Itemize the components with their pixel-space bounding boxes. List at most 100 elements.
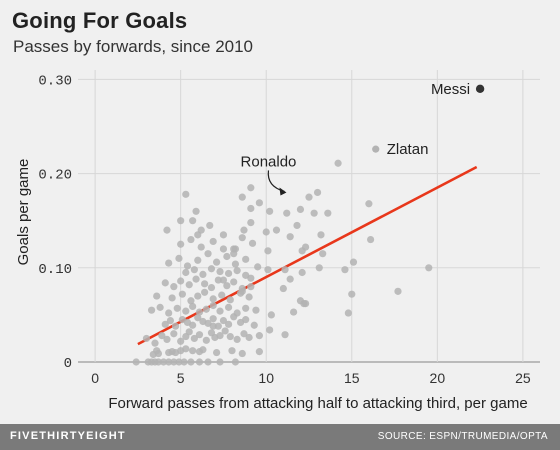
data-point (209, 237, 217, 246)
data-point (180, 358, 188, 366)
data-point (233, 267, 241, 275)
data-point (293, 221, 301, 230)
data-point (132, 358, 140, 366)
data-point (170, 330, 178, 338)
scatter-chart: Messi Zlatan Ronaldo 0 0.10 0.20 0.30 0 5 10 15 2… (15, 70, 540, 412)
data-point (223, 282, 231, 290)
grid-lines (78, 70, 540, 363)
data-point (214, 322, 222, 330)
data-point (161, 320, 169, 328)
chart-subtitle: Passes by forwards, since 2010 (13, 37, 254, 56)
data-point (238, 234, 246, 242)
y-tick-label: 0.10 (38, 262, 72, 278)
data-point (317, 231, 325, 239)
data-point (201, 288, 209, 296)
chart-title: Going For Goals (12, 8, 188, 33)
x-axis-ticks: 0 5 10 15 20 25 (91, 370, 531, 386)
data-point (286, 233, 294, 241)
data-point (189, 347, 197, 355)
data-point (154, 358, 163, 366)
data-point (216, 267, 224, 276)
data-point (224, 269, 233, 278)
data-point (245, 293, 253, 301)
annotation-label: Zlatan (387, 141, 429, 158)
data-point (334, 159, 342, 167)
y-axis-ticks: 0 0.10 0.20 0.30 (38, 73, 72, 372)
x-tick-label: 20 (430, 370, 446, 386)
data-point (163, 335, 171, 343)
data-point (195, 331, 204, 339)
data-point (209, 295, 217, 303)
data-point (177, 337, 185, 345)
data-point (255, 348, 263, 356)
data-point (315, 264, 323, 272)
x-tick-label: 5 (177, 370, 185, 386)
data-point (163, 226, 171, 234)
data-point (233, 309, 241, 317)
data-point (166, 316, 174, 325)
data-point (344, 309, 352, 317)
x-tick-label: 25 (515, 370, 531, 386)
data-point (219, 316, 228, 325)
data-point (310, 209, 318, 217)
data-point (267, 311, 275, 319)
footer-bar: FIVETHIRTYEIGHT SOURCE: ESPN/TRUMEDIA/OP… (0, 424, 560, 450)
data-point (367, 235, 375, 244)
data-point (189, 217, 197, 225)
data-point (187, 297, 195, 305)
data-point (197, 226, 205, 234)
annotation-label: Ronaldo (241, 153, 297, 170)
data-point (194, 292, 202, 300)
data-point (252, 306, 260, 314)
annotations: Messi Zlatan Ronaldo (241, 81, 485, 196)
data-point (209, 315, 217, 323)
arrowhead (279, 187, 287, 196)
data-point (298, 268, 306, 277)
data-point (142, 334, 151, 343)
data-point (182, 190, 190, 198)
data-point (238, 193, 246, 201)
data-point (216, 332, 224, 340)
data-point (279, 284, 287, 293)
highlight-point (475, 84, 485, 94)
data-point (242, 316, 250, 324)
data-point (199, 346, 207, 354)
data-point (202, 336, 210, 344)
data-point (190, 266, 198, 274)
data-point (296, 205, 305, 214)
data-point (247, 218, 255, 227)
data-point (324, 209, 332, 217)
data-point (185, 281, 193, 289)
data-point (187, 358, 195, 366)
data-point (255, 332, 263, 340)
data-point (170, 283, 178, 291)
data-point (223, 252, 231, 261)
data-point (194, 256, 202, 264)
data-point (190, 334, 198, 343)
data-point (195, 308, 204, 316)
data-point (189, 302, 197, 311)
data-point (206, 221, 214, 230)
data-point (286, 275, 294, 283)
data-point (161, 279, 169, 287)
data-point (219, 245, 228, 253)
data-point (255, 199, 263, 207)
data-point (348, 290, 356, 298)
data-point (178, 290, 186, 298)
data-point (298, 247, 306, 255)
x-tick-label: 15 (344, 370, 360, 386)
data-point (187, 235, 195, 244)
x-tick-label: 10 (258, 370, 274, 386)
data-point (182, 307, 190, 315)
y-tick-label: 0 (64, 356, 72, 372)
data-point (158, 332, 166, 340)
data-point (175, 254, 183, 262)
data-point (238, 287, 246, 295)
data-point (175, 358, 183, 366)
data-point (183, 262, 192, 270)
data-point (242, 271, 250, 279)
data-point (173, 304, 181, 312)
data-point (177, 277, 185, 285)
x-axis-label: Forward passes from attacking half to at… (108, 395, 527, 412)
annotation-label: Messi (431, 81, 470, 98)
